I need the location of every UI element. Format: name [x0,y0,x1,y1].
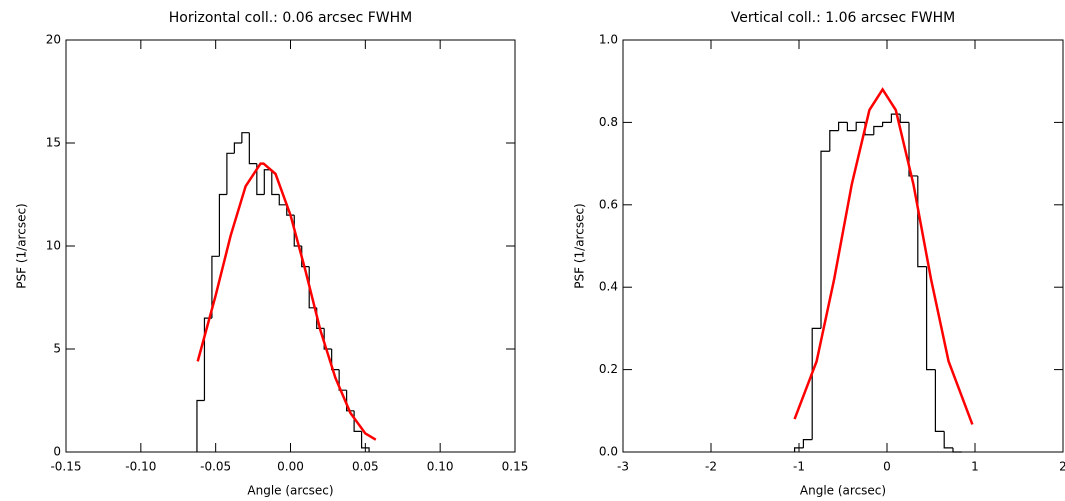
histogram-step [278,194,287,206]
y-tick-label: 0.4 [599,280,618,294]
x-tick-label: -0.05 [200,460,231,474]
histogram-step [263,169,272,195]
x-tick-label: 0.05 [352,460,379,474]
histogram-step [829,130,839,152]
y-tick-label: 15 [46,136,61,150]
histogram-step [846,122,857,132]
histogram-step [873,125,883,135]
histogram-step [855,121,865,131]
x-tick-label: 0 [883,460,891,474]
x-tick-label: -3 [617,460,629,474]
histogram-step [346,390,355,412]
histogram-step [908,122,918,177]
histogram-step [218,193,227,257]
histogram-step [196,399,205,452]
histogram-step [952,447,962,453]
y-tick-label: 0.2 [599,362,618,376]
chart-title: Horizontal coll.: 0.06 arcsec FWHM [169,10,413,26]
y-axis-label: PSF (1/arcsec) [15,203,29,288]
histogram-step [256,163,265,196]
y-tick-label: 20 [46,33,61,47]
histogram-step [338,369,347,391]
histogram-step [271,169,280,196]
histogram-step [943,431,953,449]
x-axis-label: Angle (arcsec) [800,484,886,498]
fit-curve [793,87,974,425]
histogram-step [248,132,257,165]
y-tick-label: 1.0 [599,33,618,47]
x-tick-label: 1 [971,460,979,474]
y-tick-label: 0.0 [599,445,618,459]
histogram-step [226,152,235,195]
x-tick-label: 0.00 [277,460,304,474]
y-tick-label: 10 [46,239,61,253]
histogram-step [802,439,813,448]
y-tick-label: 0 [53,445,61,459]
y-tick-label: 5 [53,342,61,356]
y-tick-label: 0.6 [599,197,618,211]
histogram-step [811,327,821,440]
histogram-step [934,369,945,432]
chart-title: Vertical coll.: 1.06 arcsec FWHM [731,10,955,26]
x-tick-label: 0.10 [427,460,454,474]
y-tick-label: 0.8 [599,115,618,129]
x-tick-label: -2 [705,460,717,474]
x-tick-label: -0.10 [125,460,156,474]
x-tick-label: 0.15 [502,460,529,474]
histogram-step [323,328,332,350]
histogram-step [838,121,848,131]
x-tick-label: -0.15 [50,460,81,474]
histogram-step [794,447,804,452]
histogram-step [820,150,830,329]
histogram-step [241,132,250,143]
x-tick-label: -1 [793,460,805,474]
histogram-step [360,431,370,452]
histogram-step [233,142,242,154]
x-tick-label: 2 [1059,460,1065,474]
histogram-step [882,121,892,127]
histogram-step [899,114,909,123]
y-axis-label: PSF (1/arcsec) [573,203,587,288]
plot-frame [622,39,1064,453]
histogram-step [211,255,220,319]
x-axis-label: Angle (arcsec) [247,484,333,498]
fit-curve [196,162,377,441]
histogram-step [926,266,936,371]
plot-frame [65,39,516,453]
